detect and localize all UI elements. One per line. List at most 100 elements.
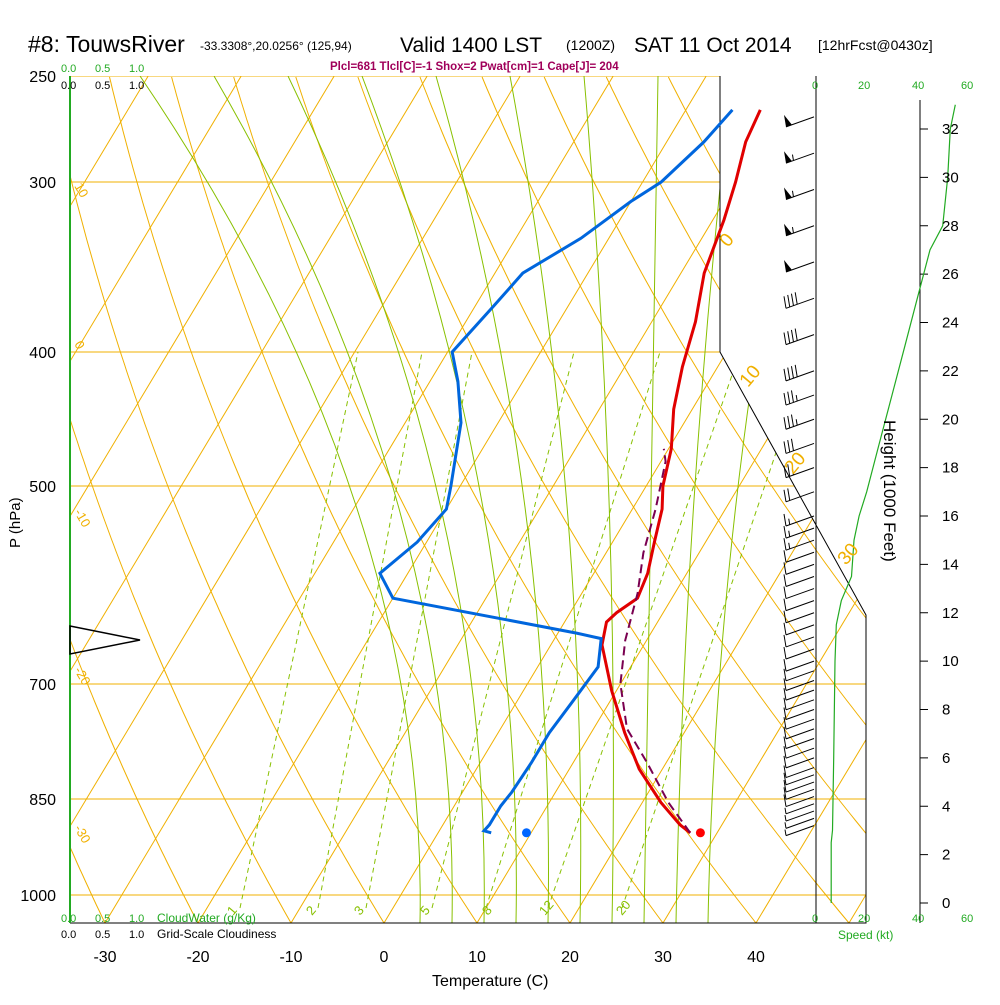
height-tick-label: 2 (942, 847, 950, 864)
speed-tick: 20 (858, 913, 870, 925)
isotherm-line (105, 76, 613, 923)
valid-time: Valid 1400 LST (400, 34, 542, 57)
wind-barb-half (785, 808, 786, 814)
valid-date: SAT 11 Oct 2014 (634, 34, 792, 57)
wind-barb-staff (786, 700, 814, 710)
mixing-ratio-line (486, 352, 660, 908)
wind-barb-flag (784, 574, 786, 586)
wind-panel (784, 105, 955, 903)
temperature-tick-label: -20 (186, 949, 209, 966)
cloudwater-tick: 0.0 (61, 913, 76, 925)
pressure-tick-label: 300 (29, 175, 56, 192)
mixing-ratio-label: 5 (417, 903, 433, 918)
chart-title: #8: TouwsRiver (28, 31, 185, 57)
dry-adiabat (47, 77, 384, 923)
height-tick-label: 24 (942, 315, 959, 332)
wind-barb-flag (788, 295, 790, 307)
wind-barb (784, 439, 814, 454)
wind-barb-staff (786, 589, 814, 599)
wind-barb-flag (784, 514, 786, 526)
wind-barb-half (785, 830, 786, 836)
height-tick-label: 18 (942, 460, 959, 477)
cloudiness-tick: 0.5 (95, 80, 110, 92)
wind-barb-half (796, 419, 797, 425)
wind-barb-staff (786, 661, 814, 671)
wind-barb-staff (786, 739, 814, 749)
wind-barb (784, 187, 814, 199)
pressure-tick-label: 850 (29, 792, 56, 809)
wind-barb (784, 329, 814, 345)
wind-barb-flag (795, 292, 797, 304)
mixing-ratio-label: 2 (303, 903, 319, 918)
wind-barb (784, 587, 814, 599)
wind-barb-flag (784, 587, 786, 599)
pressure-tick-label: 400 (29, 345, 56, 362)
wind-barb (784, 659, 814, 671)
clipped-grid (0, 76, 1000, 923)
wind-barb-flag (788, 488, 790, 500)
height-tick-label: 22 (942, 363, 959, 380)
wind-barb (784, 415, 814, 430)
wind-barb (784, 550, 814, 562)
height-tick-label: 32 (942, 121, 959, 138)
wind-barb-half (792, 155, 793, 161)
speed-tick: 20 (858, 80, 870, 92)
mixing-ratio-line (366, 352, 472, 908)
temperature-tick-label: 40 (747, 949, 765, 966)
surface-dewpoint-marker (522, 828, 531, 837)
wind-barb (784, 365, 814, 381)
wind-barb-flag (784, 490, 786, 502)
wind-barb-pennant (784, 224, 792, 236)
speed-tick: 0 (812, 913, 818, 925)
wind-barb (784, 599, 814, 611)
cloudwater-legend-label: CloudWater (g/Kg) (157, 911, 256, 925)
wind-barb-staff (786, 601, 814, 611)
temperature-tick-label: 30 (654, 949, 672, 966)
moist-adiabat (676, 76, 732, 923)
wind-barb (784, 390, 814, 405)
isotherm-label: 10 (71, 180, 91, 200)
cloudwater-tick: 1.0 (129, 63, 144, 75)
wind-barb-half (785, 815, 786, 821)
cloudwater-tick: 1.0 (129, 913, 144, 925)
moist-adiabat (140, 76, 420, 923)
height-tick-label: 6 (942, 750, 950, 767)
wind-barb-flag (788, 392, 790, 404)
isotherm-line (0, 76, 427, 923)
pressure-tick-label: 500 (29, 479, 56, 496)
isotherm-line (291, 76, 799, 923)
dry-adiabat (358, 77, 849, 923)
cloudwater-marker (70, 626, 140, 654)
wind-barb-pennant (784, 151, 792, 163)
wind-barb-flag (795, 329, 797, 341)
series-layer (70, 110, 760, 837)
temperature-tick-label: 20 (561, 949, 579, 966)
dry-adiabat (731, 77, 1000, 923)
cloudwater-tick: 0.5 (95, 63, 110, 75)
height-axis-label: Height (1000 Feet) (880, 420, 899, 562)
dry-adiabat (544, 77, 1000, 923)
wind-barb-flag (784, 623, 786, 635)
wind-barb-flag (791, 366, 793, 378)
speed-tick: 40 (912, 80, 924, 92)
wind-barb (784, 795, 814, 807)
height-tick-label: 0 (942, 895, 950, 912)
indices-line: Plcl=681 Tlcl[C]=-1 Shox=2 Pwat[cm]=1 Ca… (330, 61, 619, 73)
wind-barb (784, 115, 814, 127)
wind-barb-flag (784, 647, 786, 659)
dry-adiabat (296, 77, 756, 923)
wind-barb-staff (786, 613, 814, 623)
dry-adiabat (482, 77, 1000, 923)
wind-barb-flag (791, 390, 793, 402)
height-tick-label: 14 (942, 556, 959, 573)
wind-barb-staff (786, 729, 814, 739)
wind-barb-flag (784, 333, 786, 345)
wind-barb-flag (784, 296, 786, 308)
wind-barb-staff (786, 680, 814, 690)
wind-barb-flag (788, 331, 790, 343)
y-axis-label: P (hPa) (7, 497, 24, 548)
wind-barb-flag (784, 417, 786, 429)
wind-barb (784, 574, 814, 586)
isotherm-line (849, 76, 1000, 923)
